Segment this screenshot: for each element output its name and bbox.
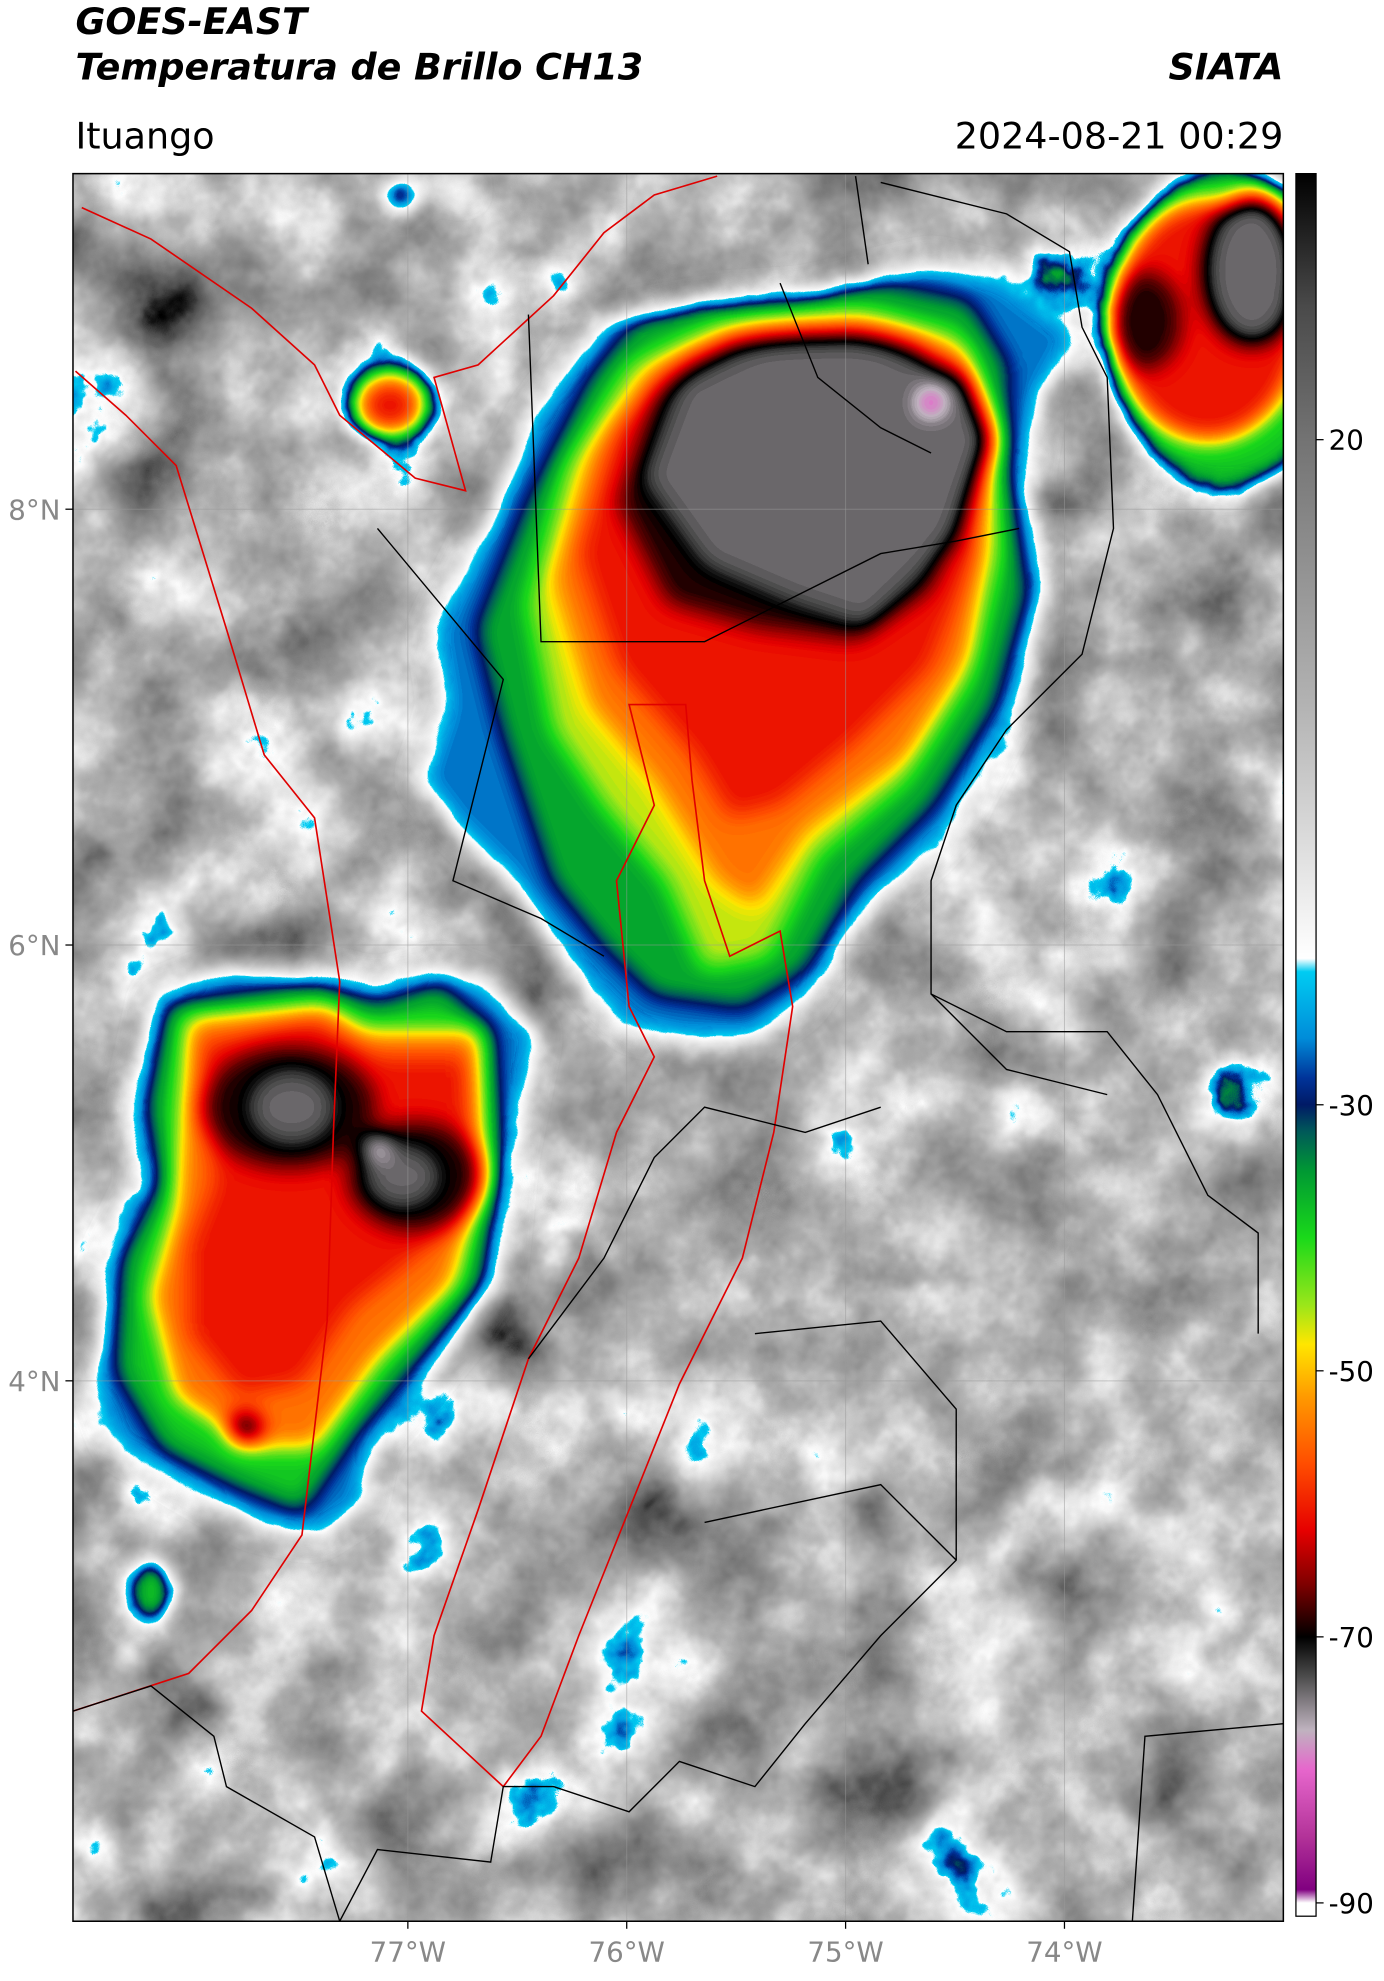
brightness-field — [72, 173, 1284, 1922]
lon-tick-label: 75°W — [807, 1935, 883, 1968]
map-frame — [72, 172, 1285, 1922]
map-axes: 77°W 76°W 75°W 74°W 8°N 6°N 4°N — [8, 493, 1102, 1968]
colorbar-tick-label: -90 — [1329, 1887, 1374, 1920]
lat-tick-label: 4°N — [8, 1365, 60, 1398]
colorbar-tick-label: -50 — [1329, 1355, 1374, 1388]
colorbar — [1295, 172, 1317, 1917]
subtitle: Temperatura de Brillo CH13 — [75, 45, 643, 88]
colorbar-tick-label: -30 — [1329, 1089, 1374, 1122]
timestamp: 2024-08-21 00:29 — [955, 114, 1284, 157]
lon-tick-label: 74°W — [1026, 1935, 1102, 1968]
title: GOES-EAST — [75, 0, 310, 43]
colorbar-tick-label: -70 — [1329, 1621, 1374, 1654]
lon-tick-label: 76°W — [589, 1935, 665, 1968]
graticule — [72, 173, 1284, 1922]
map-area — [72, 173, 1284, 1922]
red-boundaries — [72, 175, 794, 1788]
lat-tick-label: 8°N — [8, 493, 60, 526]
lon-tick-label: 77°W — [370, 1935, 446, 1968]
colorbar-tick-label: 20 — [1329, 424, 1364, 457]
colorbar-ticks: 20 -30 -50 -70 -90 — [1316, 424, 1374, 1920]
organization: SIATA — [1168, 45, 1283, 88]
lat-tick-label: 6°N — [8, 929, 60, 962]
black-boundaries — [72, 176, 1284, 1922]
location: Ituango — [75, 114, 214, 157]
